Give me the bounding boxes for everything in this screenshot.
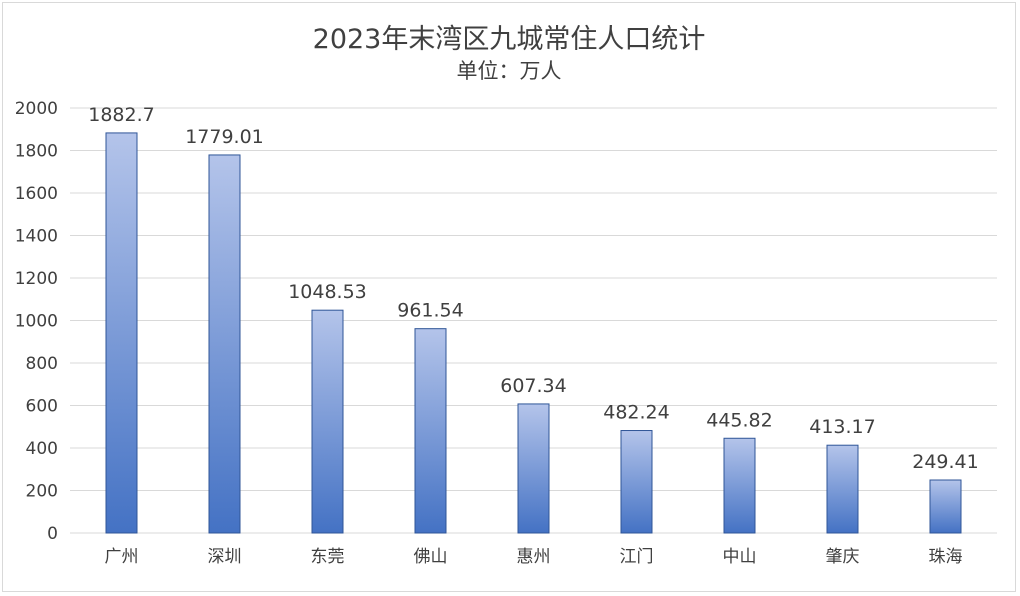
x-tick-label: 深圳	[208, 547, 242, 567]
x-tick-label: 佛山	[414, 547, 448, 567]
x-tick-label: 惠州	[517, 547, 551, 567]
y-tick-label: 400	[26, 439, 58, 459]
data-label: 1048.53	[288, 281, 367, 303]
y-tick-label: 1400	[15, 227, 58, 247]
y-tick-label: 1800	[15, 142, 58, 162]
data-label: 249.41	[912, 451, 978, 473]
x-tick-label: 中山	[723, 547, 757, 567]
y-tick-label: 1600	[15, 184, 58, 204]
data-label: 413.17	[809, 416, 875, 438]
bar-3	[414, 328, 447, 534]
bar-1	[208, 154, 241, 534]
y-tick-label: 1000	[15, 312, 58, 332]
bar-8	[929, 479, 962, 534]
x-tick-label: 广州	[105, 547, 139, 567]
bar-7	[826, 444, 859, 534]
x-axis-ticks: 广州 深圳 东莞 佛山 惠州 江门 中山 肇庆 珠海	[105, 547, 963, 567]
bar-5	[620, 430, 653, 534]
x-tick-label: 江门	[620, 547, 654, 567]
bar-0	[105, 132, 138, 534]
y-tick-label: 600	[26, 397, 58, 417]
data-label: 1882.7	[88, 104, 154, 126]
data-label: 482.24	[603, 402, 669, 424]
bars	[105, 132, 962, 534]
y-axis-ticks: 0 200 400 600 800 1000 1200 1400 1600 1800 2000	[15, 99, 58, 544]
data-labels: 1882.7 1779.01 1048.53 961.54 607.34 482.24 44…	[88, 104, 978, 473]
data-label: 1779.01	[185, 126, 264, 148]
bar-2	[311, 309, 344, 534]
chart-subtitle: 单位：万人	[456, 59, 562, 83]
y-tick-label: 2000	[15, 99, 58, 119]
y-tick-label: 200	[26, 482, 58, 502]
data-label: 961.54	[397, 300, 463, 322]
chart-title: 2023年末湾区九城常住人口统计	[312, 24, 706, 55]
data-label: 607.34	[500, 375, 566, 397]
x-tick-label: 珠海	[929, 547, 963, 567]
y-tick-label: 0	[47, 524, 58, 544]
y-tick-label: 1200	[15, 269, 58, 289]
y-tick-label: 800	[26, 354, 58, 374]
bar-6	[723, 437, 756, 534]
data-label: 445.82	[706, 409, 772, 431]
x-tick-label: 东莞	[311, 547, 345, 567]
bar-4	[517, 403, 550, 534]
x-tick-label: 肇庆	[826, 547, 860, 567]
